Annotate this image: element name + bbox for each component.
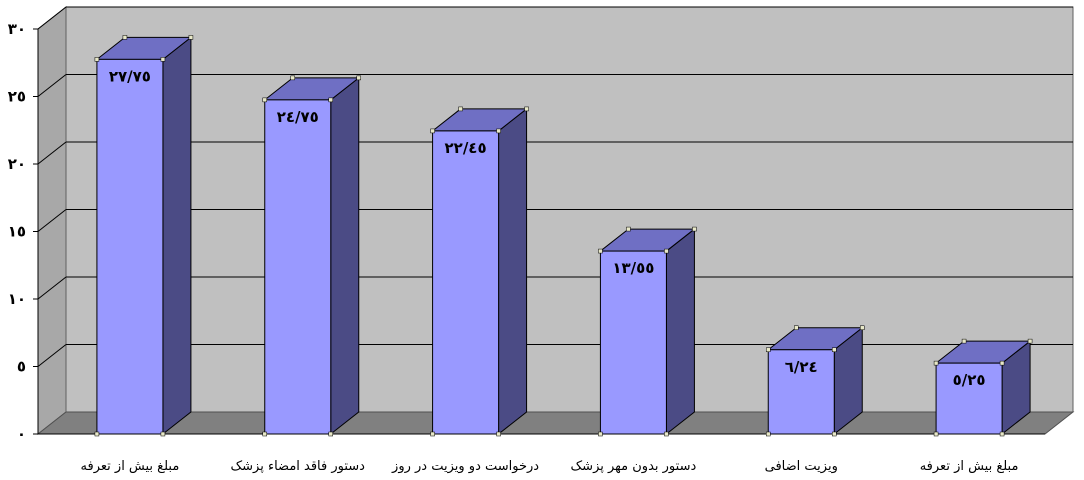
bar-handle — [598, 431, 603, 437]
bar — [96, 58, 164, 435]
bar — [599, 250, 667, 435]
bar-handle — [496, 128, 501, 134]
data-label: ٥/٢٥ — [953, 371, 986, 389]
bar-handle — [626, 226, 631, 232]
bar-group: ١٣/٥٥ دستور بدون مهر پزشک — [571, 226, 697, 474]
y-tick-label: ٣٠ — [8, 20, 26, 38]
y-gridline-side — [37, 276, 67, 300]
bar-side — [665, 228, 695, 436]
bar-handle — [933, 360, 939, 366]
bar-group: ٢٤/٧٥ دستور فاقد امضاء پزشک — [231, 75, 366, 474]
bar-handle — [430, 431, 435, 437]
y-gridline-side — [37, 74, 67, 97]
x-tick-label: مبلغ بیش از تعرفه — [81, 459, 180, 474]
bar-handle — [188, 35, 194, 40]
y-gridlines: ٠ ٥ ١٠ ١٥ ٢٠ ٢٥ ٣٠ — [8, 6, 1073, 443]
x-tick-label: مبلغ بیش از تعرفه — [920, 459, 1019, 474]
bar-handle — [999, 360, 1005, 366]
y-tick-label: ٠ — [17, 425, 26, 443]
x-tick-label: ویزیت اضافی — [765, 459, 838, 474]
y-tick-label: ٢٥ — [8, 88, 26, 106]
bar-handle — [262, 431, 267, 437]
y-tick-label: ١٠ — [8, 290, 26, 308]
bar-handle — [860, 325, 865, 331]
y-gridline-side — [37, 344, 67, 367]
bar-handle — [94, 431, 100, 437]
bar-group: ٢٧/٧٥ مبلغ بیش از تعرفه — [81, 35, 194, 474]
bar-handle — [496, 431, 501, 437]
y-gridline-side — [37, 141, 67, 165]
bar-handle — [430, 128, 435, 134]
bar-group: ٦/٢٤ ویزیت اضافی — [765, 325, 865, 474]
bar-handle — [290, 75, 295, 81]
y-gridline-side — [37, 209, 67, 232]
bar-side — [162, 36, 192, 436]
y-tick-label: ٥ — [17, 358, 26, 376]
bar-side — [498, 107, 528, 436]
bar-handle — [458, 106, 463, 112]
bar — [935, 362, 1003, 435]
bar-handle — [692, 226, 697, 232]
bar-handle — [94, 57, 100, 62]
bar — [264, 99, 332, 435]
bar-handle — [766, 347, 771, 353]
data-label: ٢٧/٧٥ — [109, 67, 151, 85]
bar-handle — [664, 248, 669, 254]
bar-handle — [766, 431, 771, 437]
y-gridline-side — [37, 6, 67, 30]
x-tick-label: درخواست دو ویزیت در روز — [391, 459, 539, 474]
bar-handle — [1027, 338, 1033, 344]
data-label: ١٣/٥٥ — [612, 259, 654, 277]
bar — [767, 349, 835, 435]
bars: ٢٧/٧٥ مبلغ بیش از تعرفه ٢٤/٧٥ دستور فاقد ام… — [81, 35, 1033, 474]
y-tick-label: ١٥ — [8, 223, 26, 241]
bar-handle — [160, 431, 166, 437]
bar-group: ٢٢/٤٥ درخواست دو ویزیت در روز — [391, 106, 539, 474]
bar-handle — [328, 431, 333, 437]
bar-handle — [356, 75, 361, 81]
bar-handle — [598, 248, 603, 254]
bar-group: ٥/٢٥ مبلغ بیش از تعرفه — [920, 338, 1033, 474]
chart-floor — [36, 411, 1075, 435]
bar-handle — [933, 431, 939, 437]
y-tick-label: ٢٠ — [8, 155, 26, 173]
bar-handle — [524, 106, 529, 112]
data-label: ٦/٢٤ — [785, 358, 818, 376]
bar-handle — [999, 431, 1005, 437]
bar-handle — [122, 35, 128, 40]
bar-handle — [328, 97, 333, 103]
bar-side — [330, 76, 360, 436]
bar-handle — [961, 338, 967, 344]
bar-handle — [160, 57, 166, 62]
bar-handle — [832, 431, 837, 437]
x-tick-label: دستور فاقد امضاء پزشک — [231, 459, 366, 474]
bar-handle — [794, 325, 799, 331]
bar-handle — [262, 97, 267, 103]
x-tick-label: دستور بدون مهر پزشک — [571, 459, 697, 474]
data-label: ٢٢/٤٥ — [445, 139, 487, 157]
bar-handle — [664, 431, 669, 437]
bar — [432, 130, 500, 435]
data-label: ٢٤/٧٥ — [277, 108, 319, 126]
bar-handle — [832, 347, 837, 353]
